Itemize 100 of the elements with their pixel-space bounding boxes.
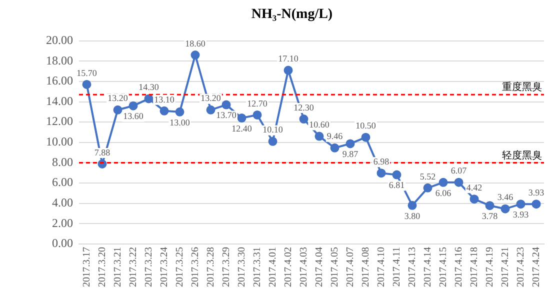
data-label: 6.98 bbox=[373, 156, 390, 166]
point bbox=[485, 201, 494, 210]
point bbox=[516, 200, 526, 209]
y-tick-label: 2.00 bbox=[52, 216, 73, 230]
data-label: 14.30 bbox=[138, 82, 160, 92]
y-tick-label: 12.00 bbox=[46, 114, 73, 128]
x-tick-label: 2017.3.31 bbox=[252, 247, 263, 287]
data-label: 17.10 bbox=[278, 54, 299, 64]
x-tick-label: 2017.3.23 bbox=[143, 247, 154, 287]
x-tick-label: 2017.3.21 bbox=[112, 247, 124, 287]
x-tick-label: 2017.3.26 bbox=[190, 247, 201, 287]
point bbox=[284, 66, 293, 75]
x-tick-label: 2017.4.15 bbox=[438, 247, 449, 287]
data-label: 9.46 bbox=[326, 131, 344, 142]
data-label: 6.06 bbox=[435, 188, 452, 198]
data-label: 13.10 bbox=[154, 94, 175, 104]
data-label: 13.70 bbox=[216, 110, 237, 120]
data-label: 13.60 bbox=[123, 111, 144, 122]
point bbox=[438, 178, 448, 187]
chart-title: NH₃-N(mg/L) bbox=[251, 7, 333, 22]
point bbox=[82, 80, 92, 89]
x-tick-label: 2017.4.18 bbox=[468, 247, 480, 287]
data-label: 6.81 bbox=[388, 180, 405, 190]
data-label: 3.93 bbox=[528, 187, 545, 198]
point bbox=[206, 105, 216, 114]
point bbox=[144, 94, 154, 104]
data-label: 18.60 bbox=[185, 38, 206, 48]
data-label: 3.46 bbox=[497, 192, 514, 202]
x-tick-label: 2017.4.13 bbox=[406, 247, 418, 287]
x-tick-label: 2017.3.17 bbox=[81, 247, 92, 287]
y-tick-label: 18.00 bbox=[46, 53, 73, 68]
data-label: 12.70 bbox=[247, 98, 268, 108]
data-label: 5.52 bbox=[420, 171, 436, 182]
x-tick-label: 2017.4.10 bbox=[376, 247, 387, 287]
x-tick-label: 2017.3.25 bbox=[174, 247, 186, 287]
point bbox=[222, 100, 231, 110]
y-tick-label: 6.00 bbox=[52, 175, 73, 190]
point bbox=[392, 170, 402, 180]
x-tick-label: 2017.4.08 bbox=[360, 247, 372, 287]
point bbox=[408, 200, 417, 210]
x-tick-label: 2017.3.20 bbox=[96, 247, 108, 287]
ref-line-label: 轻度黑臭 bbox=[502, 149, 542, 162]
point bbox=[252, 110, 262, 120]
data-label: 6.07 bbox=[450, 166, 468, 176]
x-tick-label: 2017.4.02 bbox=[282, 247, 294, 287]
y-tick-label: 8.00 bbox=[52, 154, 73, 169]
data-label: 12.40 bbox=[232, 123, 252, 134]
point bbox=[190, 50, 200, 60]
point bbox=[330, 143, 340, 152]
y-tick-label: 14.00 bbox=[46, 94, 73, 108]
point bbox=[160, 106, 169, 116]
x-tick-label: 2017.4.14 bbox=[422, 247, 434, 287]
data-label: 3.78 bbox=[482, 210, 498, 221]
point bbox=[532, 200, 541, 209]
x-tick-label: 2017.4.11 bbox=[391, 247, 402, 287]
y-tick-label: 0.00 bbox=[52, 236, 73, 250]
point bbox=[299, 114, 308, 124]
y-tick-label: 4.00 bbox=[52, 196, 73, 210]
x-tick-label: 2017.3.24 bbox=[158, 247, 170, 287]
data-label: 13.20 bbox=[200, 93, 222, 104]
data-label: 13.00 bbox=[170, 117, 190, 128]
point bbox=[268, 136, 278, 146]
x-tick-label: 2017.3.28 bbox=[205, 247, 216, 287]
point bbox=[361, 132, 370, 142]
x-tick-label: 2017.4.19 bbox=[484, 247, 496, 287]
x-tick-label: 2017.3.29 bbox=[220, 247, 232, 287]
x-tick-label: 2017.4.07 bbox=[344, 247, 356, 287]
point bbox=[314, 132, 324, 141]
ref-line-label: 重度黑臭 bbox=[502, 81, 542, 94]
x-tick-label: 2017.3.30 bbox=[236, 247, 248, 287]
x-tick-label: 2017.4.04 bbox=[314, 247, 325, 287]
point bbox=[128, 101, 138, 110]
data-label: 3.93 bbox=[512, 209, 530, 220]
point bbox=[423, 183, 432, 192]
point bbox=[237, 114, 246, 123]
data-label: 12.30 bbox=[294, 102, 314, 112]
point bbox=[346, 139, 355, 148]
data-label: 13.20 bbox=[108, 93, 128, 104]
point bbox=[113, 105, 122, 114]
y-tick-label: 10.00 bbox=[46, 134, 73, 149]
data-label: 4.42 bbox=[466, 182, 482, 192]
x-tick-label: 2017.4.05 bbox=[329, 247, 340, 287]
x-tick-label: 2017.3.22 bbox=[128, 247, 139, 287]
x-tick-label: 2017.4.24 bbox=[530, 247, 542, 287]
data-label: 3.80 bbox=[404, 210, 421, 221]
point bbox=[454, 178, 464, 187]
x-tick-label: 2017.4.01 bbox=[267, 247, 278, 287]
point bbox=[500, 204, 510, 214]
y-tick-label: 20.00 bbox=[46, 32, 73, 47]
point bbox=[175, 107, 184, 116]
x-tick-label: 2017.4.23 bbox=[515, 247, 526, 287]
x-tick-label: 2017.4.03 bbox=[298, 247, 310, 287]
point bbox=[376, 168, 386, 178]
data-label: 7.88 bbox=[94, 147, 111, 158]
data-label: 10.10 bbox=[262, 124, 284, 135]
data-label: 10.50 bbox=[356, 120, 376, 131]
point bbox=[470, 194, 479, 204]
data-label: 15.70 bbox=[76, 68, 98, 78]
data-label: 10.60 bbox=[309, 120, 330, 130]
x-tick-label: 2017.4.16 bbox=[453, 247, 464, 287]
